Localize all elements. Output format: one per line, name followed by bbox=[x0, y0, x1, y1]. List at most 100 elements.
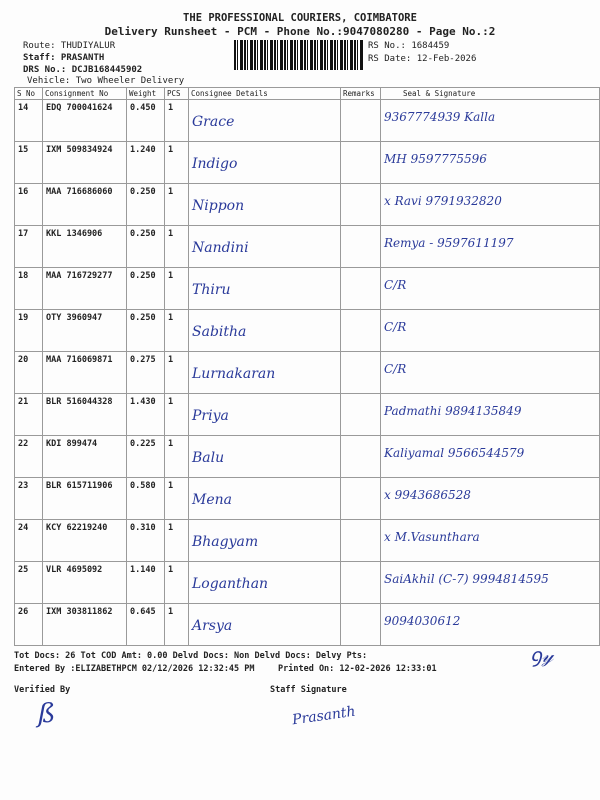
cell-sno-text: 22 bbox=[18, 439, 29, 449]
cell-consignee: Arsya bbox=[188, 603, 341, 646]
cell-pcs: 1 bbox=[164, 435, 189, 478]
cell-pcs-text: 1 bbox=[168, 439, 174, 449]
cell-seal-signature-text: Kaliyamal 9566544579 bbox=[384, 446, 525, 460]
cell-weight-text: 1.430 bbox=[130, 397, 156, 407]
cell-consignment-no-text: MAA 716686060 bbox=[46, 187, 113, 197]
cell-pcs-text: 1 bbox=[168, 523, 174, 533]
cell-remarks-text bbox=[341, 268, 380, 309]
cell-sno: 23 bbox=[14, 477, 43, 520]
entered-by: Entered By :ELIZABETHPCM 02/12/2026 12:3… bbox=[14, 664, 255, 674]
cell-consignee-text: Balu bbox=[192, 450, 225, 466]
cell-remarks bbox=[340, 435, 381, 478]
cell-seal-signature-text: C/R bbox=[384, 362, 407, 376]
cell-consignment-no-text: MAA 716069871 bbox=[46, 355, 113, 365]
cell-sno: 16 bbox=[14, 183, 43, 226]
cell-seal-signature: C/R bbox=[380, 267, 600, 310]
cell-consignment-no-text: OTY 3960947 bbox=[46, 313, 103, 323]
table-row: 24 KCY 62219240 0.310 1 Bhagyam x M.Vasunthar… bbox=[14, 519, 600, 562]
drs-number: DRS No.: DCJB168445902 bbox=[23, 65, 143, 75]
col-consignee: Consignee Details bbox=[188, 87, 341, 100]
cell-consignee-text: Lurnakaran bbox=[192, 366, 276, 382]
vehicle: Vehicle: Two Wheeler Delivery bbox=[27, 76, 185, 86]
cell-consignment-no: MAA 716729277 bbox=[42, 267, 127, 310]
cell-weight-text: 0.580 bbox=[130, 481, 156, 491]
cell-remarks-text bbox=[341, 352, 380, 393]
table-row: 21 BLR 516044328 1.430 1 Priya Padmathi 98941… bbox=[14, 393, 600, 436]
cell-sno: 26 bbox=[14, 603, 43, 646]
cell-consignee: Bhagyam bbox=[188, 519, 341, 562]
company-name: THE PROFESSIONAL COURIERS, COIMBATORE bbox=[183, 12, 417, 24]
cell-remarks bbox=[340, 603, 381, 646]
cell-consignment-no: KCY 62219240 bbox=[42, 519, 127, 562]
cell-pcs-text: 1 bbox=[168, 565, 174, 575]
cell-seal-signature-text: 9367774939 Kalla bbox=[384, 110, 496, 124]
cell-remarks-text bbox=[341, 604, 380, 645]
cell-remarks-text bbox=[341, 310, 380, 351]
cell-remarks bbox=[340, 351, 381, 394]
cell-pcs: 1 bbox=[164, 561, 189, 604]
cell-pcs: 1 bbox=[164, 225, 189, 268]
staff: Staff: PRASANTH bbox=[23, 53, 105, 63]
cell-remarks bbox=[340, 99, 381, 142]
cell-pcs: 1 bbox=[164, 603, 189, 646]
cell-sno-text: 14 bbox=[18, 103, 29, 113]
cell-sno-text: 25 bbox=[18, 565, 29, 575]
cell-consignment-no: OTY 3960947 bbox=[42, 309, 127, 352]
cell-consignment-no: IXM 509834924 bbox=[42, 141, 127, 184]
cell-remarks-text bbox=[341, 520, 380, 561]
cell-consignment-no: BLR 615711906 bbox=[42, 477, 127, 520]
table-row: 16 MAA 716686060 0.250 1 Nippon x Ravi 979193… bbox=[14, 183, 600, 226]
cell-consignment-no-text: KKL 1346906 bbox=[46, 229, 103, 239]
cell-sno: 21 bbox=[14, 393, 43, 436]
cell-remarks-text bbox=[341, 226, 380, 267]
cell-pcs: 1 bbox=[164, 393, 189, 436]
cell-consignee-text: Nippon bbox=[192, 198, 245, 214]
cell-weight-text: 0.250 bbox=[130, 313, 156, 323]
table-row: 18 MAA 716729277 0.250 1 Thiru C/R bbox=[14, 267, 600, 310]
table-row: 19 OTY 3960947 0.250 1 Sabitha C/R bbox=[14, 309, 600, 352]
cell-pcs: 1 bbox=[164, 183, 189, 226]
cell-sno: 15 bbox=[14, 141, 43, 184]
cell-consignee-text: Indigo bbox=[192, 156, 238, 172]
cell-consignment-no-text: MAA 716729277 bbox=[46, 271, 113, 281]
cell-consignment-no-text: BLR 615711906 bbox=[46, 481, 113, 491]
cell-remarks bbox=[340, 393, 381, 436]
verifier-signature: ß bbox=[38, 699, 56, 729]
cell-consignment-no: IXM 303811862 bbox=[42, 603, 127, 646]
cell-remarks bbox=[340, 225, 381, 268]
cell-remarks-text bbox=[341, 478, 380, 519]
col-signature: Seal & Signature bbox=[380, 87, 600, 100]
col-weight: Weight bbox=[126, 87, 165, 100]
cell-weight: 1.140 bbox=[126, 561, 165, 604]
printed-on: Printed On: 12-02-2026 12:33:01 bbox=[278, 664, 437, 674]
cell-sno: 14 bbox=[14, 99, 43, 142]
table-row: 17 KKL 1346906 0.250 1 Nandini Remya - 959761… bbox=[14, 225, 600, 268]
cell-remarks bbox=[340, 267, 381, 310]
cell-sno-text: 26 bbox=[18, 607, 29, 617]
cell-pcs-text: 1 bbox=[168, 397, 174, 407]
cell-weight: 0.250 bbox=[126, 183, 165, 226]
delivery-points-signature: ꝯ𝓎 bbox=[530, 643, 554, 667]
cell-remarks-text bbox=[341, 100, 380, 141]
cell-consignee-text: Mena bbox=[192, 492, 232, 508]
table-row: 20 MAA 716069871 0.275 1 Lurnakaran C/R bbox=[14, 351, 600, 394]
cell-seal-signature: 9094030612 bbox=[380, 603, 600, 646]
cell-remarks bbox=[340, 561, 381, 604]
cell-sno-text: 21 bbox=[18, 397, 29, 407]
cell-remarks-text bbox=[341, 142, 380, 183]
cell-seal-signature-text: SaiAkhil (C-7) 9994814595 bbox=[384, 572, 549, 586]
cell-seal-signature-text: C/R bbox=[384, 278, 407, 292]
cell-pcs: 1 bbox=[164, 351, 189, 394]
cell-consignment-no: MAA 716069871 bbox=[42, 351, 127, 394]
table-row: 15 IXM 509834924 1.240 1 Indigo MH 9597775596 bbox=[14, 141, 600, 184]
cell-consignee-text: Arsya bbox=[192, 618, 233, 634]
cell-consignee: Grace bbox=[188, 99, 341, 142]
cell-consignee: Indigo bbox=[188, 141, 341, 184]
cell-weight: 0.645 bbox=[126, 603, 165, 646]
cell-consignee: Nippon bbox=[188, 183, 341, 226]
cell-consignee: Sabitha bbox=[188, 309, 341, 352]
cell-sno-text: 20 bbox=[18, 355, 29, 365]
cell-consignment-no: KDI 899474 bbox=[42, 435, 127, 478]
cell-consignee-text: Priya bbox=[192, 408, 229, 424]
